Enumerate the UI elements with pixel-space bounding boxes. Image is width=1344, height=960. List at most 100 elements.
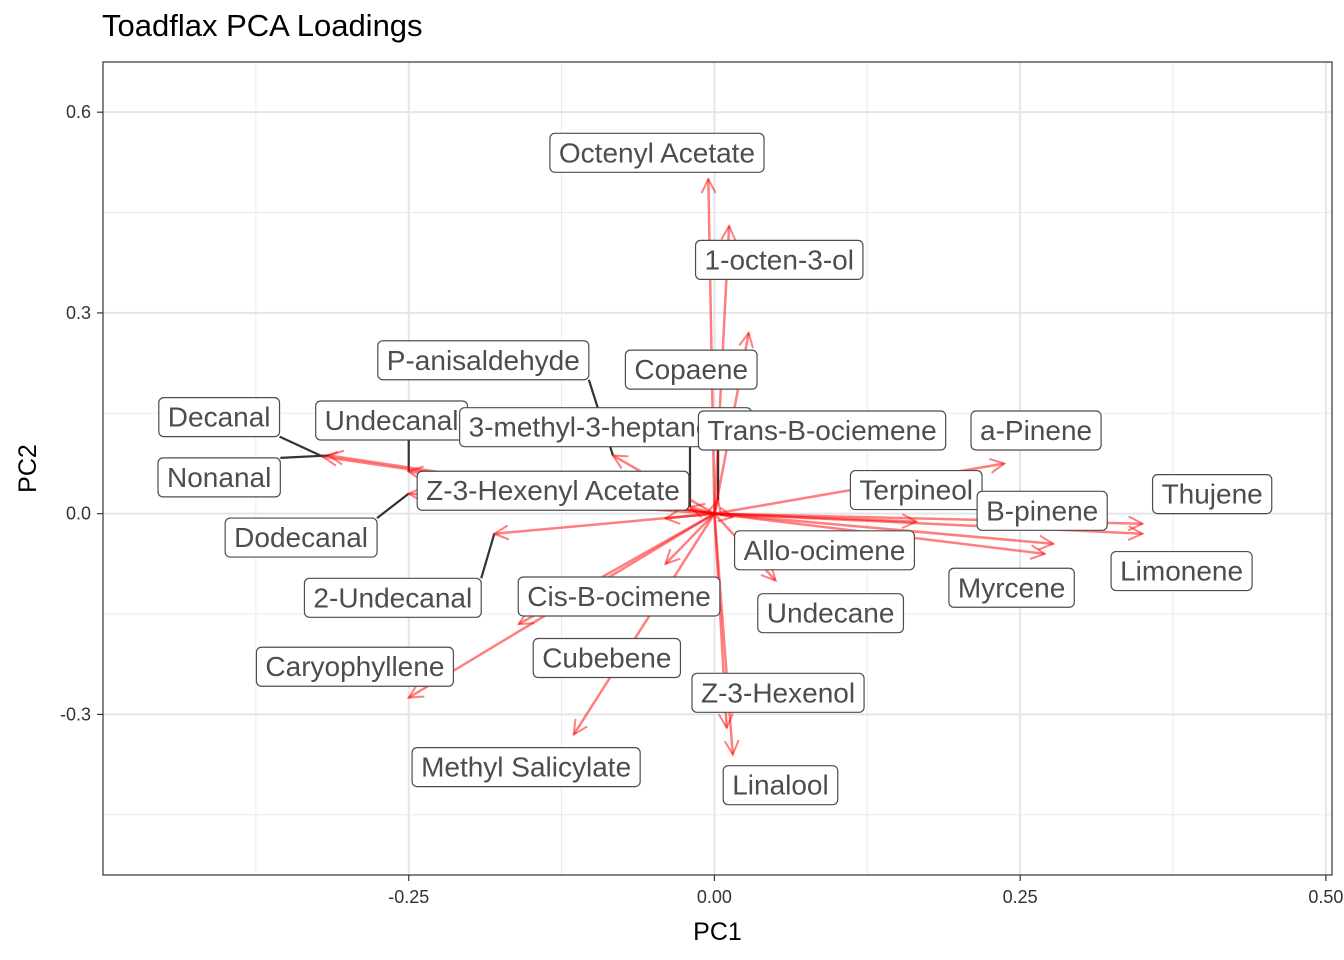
loading-label: B-pinene bbox=[976, 490, 1108, 531]
loading-label: Z-3-Hexenyl Acetate bbox=[416, 470, 690, 511]
loading-label: a-Pinene bbox=[970, 410, 1102, 451]
x-tick-label: -0.25 bbox=[388, 887, 429, 907]
label-box bbox=[157, 457, 281, 498]
label-box bbox=[1110, 550, 1253, 592]
label-box bbox=[303, 577, 482, 618]
label-text: Undecanal bbox=[325, 405, 459, 436]
loading-label: Dodecanal bbox=[224, 517, 378, 558]
label-text: Cubebene bbox=[542, 643, 671, 674]
label-box bbox=[549, 132, 765, 173]
loading-label: 1-octen-3-ol bbox=[694, 239, 864, 280]
label-box bbox=[532, 637, 682, 679]
label-box bbox=[757, 593, 905, 634]
chart-title: Toadflax PCA Loadings bbox=[102, 8, 423, 43]
loading-label: Undecanal bbox=[315, 400, 469, 441]
label-text: Nonanal bbox=[167, 462, 271, 493]
loading-label: Cubebene bbox=[532, 637, 682, 679]
label-text: B-pinene bbox=[986, 495, 1098, 526]
loading-label: 3-methyl-3-heptanone bbox=[459, 407, 753, 448]
loading-arrow bbox=[663, 512, 716, 566]
loading-labels: Octenyl Acetate 1-octen-3-ol Copaene P-anis… bbox=[157, 132, 1273, 806]
label-box bbox=[158, 397, 281, 438]
loading-label: Z-3-Hexenol bbox=[691, 672, 865, 713]
loading-arrow bbox=[492, 512, 715, 541]
label-box bbox=[694, 239, 864, 280]
loading-label: P-anisaldehyde bbox=[377, 340, 590, 381]
label-text: Undecane bbox=[767, 598, 895, 629]
y-tick-label: 0.3 bbox=[66, 303, 91, 323]
loading-label: Trans-B-ociemene bbox=[697, 410, 947, 451]
label-box bbox=[976, 490, 1108, 531]
label-text: Myrcene bbox=[958, 572, 1065, 603]
label-text: Cis-B-ocimene bbox=[527, 581, 711, 612]
label-text: 3-methyl-3-heptanone bbox=[469, 412, 743, 443]
label-connector bbox=[376, 492, 410, 519]
y-tick-label: 0.0 bbox=[66, 504, 91, 524]
label-text: P-anisaldehyde bbox=[387, 345, 580, 376]
loading-label: Linalool bbox=[722, 765, 839, 806]
x-tick-label: 0.00 bbox=[697, 887, 732, 907]
loading-arrow bbox=[572, 512, 716, 737]
label-connector bbox=[280, 454, 330, 459]
loading-label: Decanal bbox=[158, 397, 281, 438]
label-text: Thujene bbox=[1162, 479, 1263, 510]
label-box bbox=[624, 349, 758, 390]
loading-label: Octenyl Acetate bbox=[549, 132, 765, 173]
label-box bbox=[697, 410, 947, 451]
label-connector bbox=[480, 533, 496, 579]
label-text: Methyl Salicylate bbox=[421, 752, 631, 783]
label-text: Decanal bbox=[168, 402, 271, 433]
label-text: Limonene bbox=[1120, 556, 1243, 587]
loading-label: Nonanal bbox=[157, 457, 281, 498]
label-box bbox=[255, 646, 455, 687]
loading-label: Cis-B-ocimene bbox=[517, 576, 721, 617]
loading-label: Limonene bbox=[1110, 550, 1253, 592]
label-box bbox=[849, 469, 983, 511]
label-text: Z-3-Hexenol bbox=[701, 677, 855, 708]
loading-label: Myrcene bbox=[948, 567, 1075, 608]
label-box bbox=[377, 340, 590, 381]
label-text: Copaene bbox=[634, 354, 748, 385]
label-text: Trans-B-ociemene bbox=[707, 415, 936, 446]
label-box bbox=[691, 672, 865, 713]
x-tick-label: 0.50 bbox=[1308, 887, 1343, 907]
label-text: a-Pinene bbox=[980, 415, 1092, 446]
label-text: 1-octen-3-ol bbox=[705, 244, 854, 275]
label-box bbox=[722, 765, 839, 806]
loading-arrow bbox=[714, 512, 1056, 551]
plot-panel-border bbox=[102, 61, 1333, 876]
label-text: Octenyl Acetate bbox=[559, 137, 755, 168]
label-text: Terpineol bbox=[859, 475, 973, 506]
label-text: 2-Undecanal bbox=[313, 582, 472, 613]
label-box bbox=[1151, 473, 1273, 515]
label-text: Z-3-Hexenyl Acetate bbox=[426, 475, 680, 506]
y-tick-label: -0.3 bbox=[60, 704, 91, 724]
label-box bbox=[416, 470, 690, 511]
loading-label: Caryophyllene bbox=[255, 646, 455, 687]
loading-label: Allo-ocimene bbox=[733, 530, 916, 571]
loading-arrow bbox=[706, 498, 723, 516]
label-connector bbox=[279, 435, 324, 458]
loading-label: Methyl Salicylate bbox=[411, 746, 641, 788]
label-box bbox=[948, 567, 1075, 608]
label-text: Caryophyllene bbox=[265, 651, 444, 682]
loading-label: Copaene bbox=[624, 349, 758, 390]
y-axis-title: PC2 bbox=[14, 444, 42, 493]
label-text: Allo-ocimene bbox=[744, 535, 906, 566]
label-box bbox=[517, 576, 721, 617]
label-box bbox=[411, 746, 641, 788]
axes: -0.25 0.00 0.25 0.50 -0.3 0.0 0.3 0.6 bbox=[60, 102, 1343, 907]
x-tick-label: 0.25 bbox=[1003, 887, 1038, 907]
loading-arrow bbox=[700, 176, 717, 514]
label-box bbox=[224, 517, 378, 558]
loading-label: Terpineol bbox=[849, 469, 983, 511]
x-axis-title: PC1 bbox=[693, 918, 742, 946]
loading-label: 2-Undecanal bbox=[303, 577, 482, 618]
label-box bbox=[970, 410, 1102, 451]
label-text: Dodecanal bbox=[234, 522, 368, 553]
loading-label: Thujene bbox=[1151, 473, 1273, 515]
label-box bbox=[733, 530, 916, 571]
loading-label: Undecane bbox=[757, 593, 905, 634]
label-text: Linalool bbox=[732, 770, 829, 801]
